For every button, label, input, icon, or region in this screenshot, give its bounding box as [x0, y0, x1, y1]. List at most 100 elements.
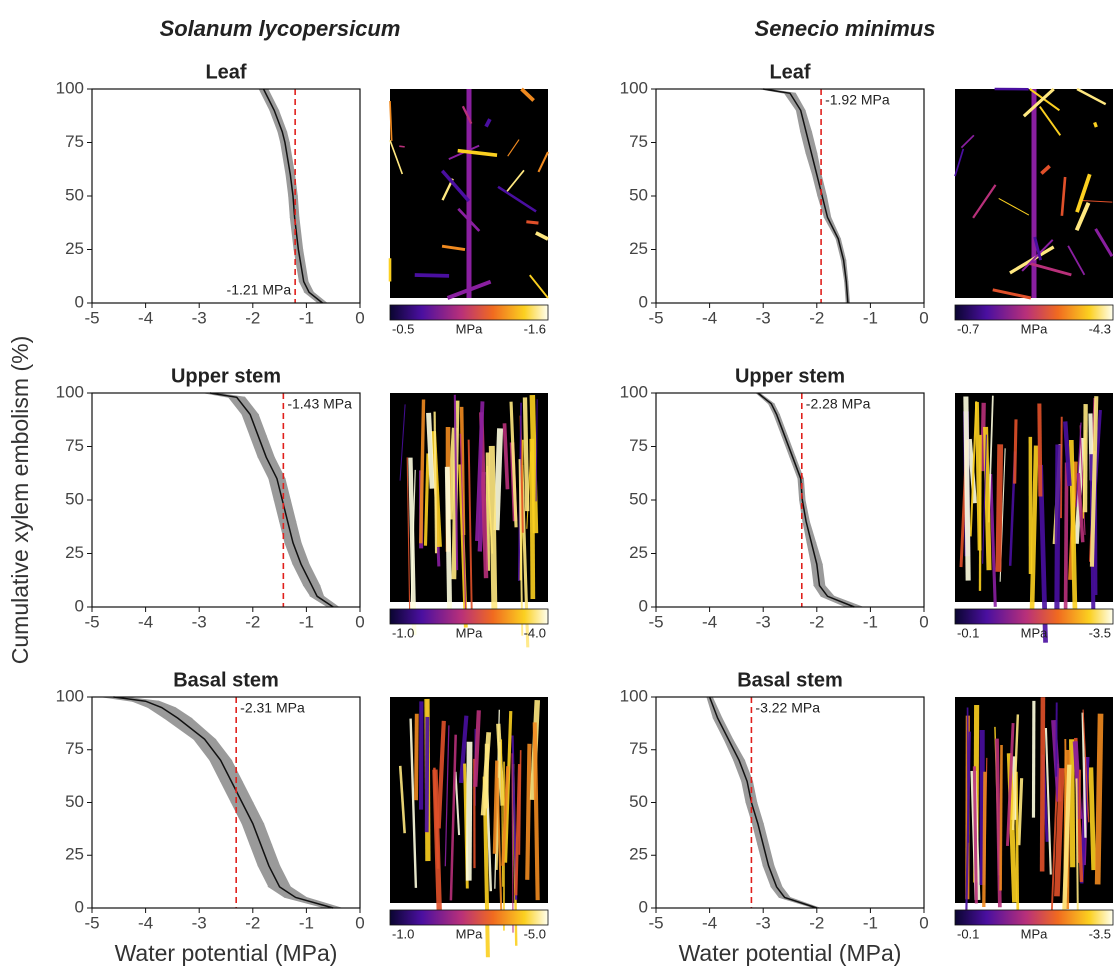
- p50-label: -1.21 MPa: [227, 282, 292, 298]
- x-tick-label: -1: [863, 612, 878, 631]
- confidence-band: [162, 717, 217, 740]
- image-vein: [1022, 87, 1055, 118]
- image-vein: [960, 134, 975, 149]
- image-streak: [514, 763, 521, 896]
- image-streak: [535, 399, 538, 502]
- image-vein: [537, 151, 549, 173]
- x-tick-label: -5: [84, 913, 99, 932]
- y-axis-label: Cumulative xylem embolism (%): [7, 336, 33, 664]
- colorbar-label: MPa: [456, 926, 484, 941]
- image-streak: [980, 402, 986, 472]
- y-tick-label: 100: [620, 382, 648, 401]
- image-vein: [535, 231, 549, 241]
- image-content: [398, 698, 541, 958]
- image-streak: [493, 428, 504, 531]
- image-vein: [389, 100, 393, 141]
- image-streak: [449, 734, 457, 901]
- image-streak: [522, 397, 530, 512]
- x-tick-label: 0: [355, 612, 364, 631]
- image-streak: [999, 744, 1003, 891]
- x-tick-label: -3: [192, 308, 207, 327]
- image-vein: [1040, 164, 1051, 175]
- x-tick-label: -1: [299, 913, 314, 932]
- image-vein: [1076, 87, 1107, 106]
- image-content: [965, 697, 1104, 922]
- p50-label: -1.43 MPa: [287, 396, 352, 412]
- colorbar: [954, 909, 1114, 926]
- y-tick-label: 25: [629, 845, 648, 864]
- image-vein: [457, 207, 481, 232]
- x-tick-label: -5: [648, 913, 663, 932]
- colorbar-tick-label: -4.0: [524, 625, 546, 640]
- image-streak: [424, 716, 430, 833]
- image-streak: [1079, 425, 1086, 535]
- image-vein: [484, 118, 492, 128]
- y-tick-label: 75: [629, 132, 648, 151]
- colorbar: [954, 608, 1114, 625]
- x-tick-label: -5: [84, 308, 99, 327]
- image-vein: [1093, 121, 1098, 128]
- image-content: [388, 87, 549, 300]
- image-streak: [459, 433, 467, 619]
- data-line: [262, 88, 323, 304]
- image-streak: [409, 718, 418, 888]
- image-streak: [1082, 404, 1088, 513]
- x-tick-label: 0: [355, 308, 364, 327]
- image-vein: [399, 145, 405, 148]
- colorbar-tick-label: -5.0: [524, 926, 546, 941]
- colorbar-label: MPa: [1021, 321, 1049, 336]
- image-vein: [972, 184, 997, 219]
- colorbar-tick-label: -1.0: [392, 926, 414, 941]
- image-vein: [1094, 228, 1114, 257]
- image-streak: [969, 401, 978, 537]
- colorbar: [389, 608, 549, 625]
- image-vein: [1039, 106, 1062, 136]
- x-tick-label: -4: [702, 612, 717, 631]
- y-tick-label: 50: [629, 792, 648, 811]
- image-streak: [1044, 727, 1052, 875]
- p50-label: -2.31 MPa: [240, 700, 305, 716]
- colorbar-tick-label: -0.5: [392, 321, 414, 336]
- image-vein: [461, 105, 473, 125]
- x-axis-label: Water potential (MPa): [115, 940, 338, 966]
- image-streak: [1063, 462, 1069, 622]
- plot-frame: [655, 392, 925, 608]
- y-tick-label: 75: [65, 739, 84, 758]
- image-vein: [414, 273, 450, 278]
- image-streak: [1014, 771, 1020, 922]
- data-line: [209, 392, 334, 608]
- x-tick-label: -4: [138, 913, 153, 932]
- x-tick-label: -4: [702, 308, 717, 327]
- image-streak: [399, 404, 406, 481]
- image-streak: [1054, 444, 1061, 614]
- colorbar-tick-label: -3.5: [1089, 926, 1111, 941]
- image-streak: [511, 753, 514, 933]
- image-vein: [529, 274, 549, 299]
- image-streak: [1055, 702, 1058, 777]
- image-streak: [406, 457, 411, 610]
- image-vein: [506, 169, 525, 192]
- plot-frame: [655, 696, 925, 909]
- x-axis-label: Water potential (MPa): [679, 940, 902, 966]
- y-tick-label: 0: [75, 897, 84, 916]
- data-line: [113, 696, 334, 909]
- image-streak: [1039, 697, 1046, 872]
- image-streak: [1094, 713, 1104, 885]
- y-tick-label: 100: [56, 686, 84, 705]
- image-vein: [1078, 199, 1113, 203]
- x-tick-label: 0: [919, 612, 928, 631]
- image-streak: [529, 438, 536, 600]
- chart-title: Basal stem: [173, 669, 279, 691]
- x-tick-label: -5: [84, 612, 99, 631]
- x-tick-label: -2: [809, 308, 824, 327]
- image-streak: [1063, 421, 1072, 487]
- plot-frame: [91, 696, 361, 909]
- image-streak: [1013, 419, 1018, 484]
- data-line: [757, 392, 855, 608]
- image-streak: [1082, 709, 1090, 823]
- image-streak: [1017, 778, 1024, 846]
- colorbar-label: MPa: [456, 625, 484, 640]
- image-streak: [454, 771, 461, 836]
- image-streak: [972, 766, 978, 904]
